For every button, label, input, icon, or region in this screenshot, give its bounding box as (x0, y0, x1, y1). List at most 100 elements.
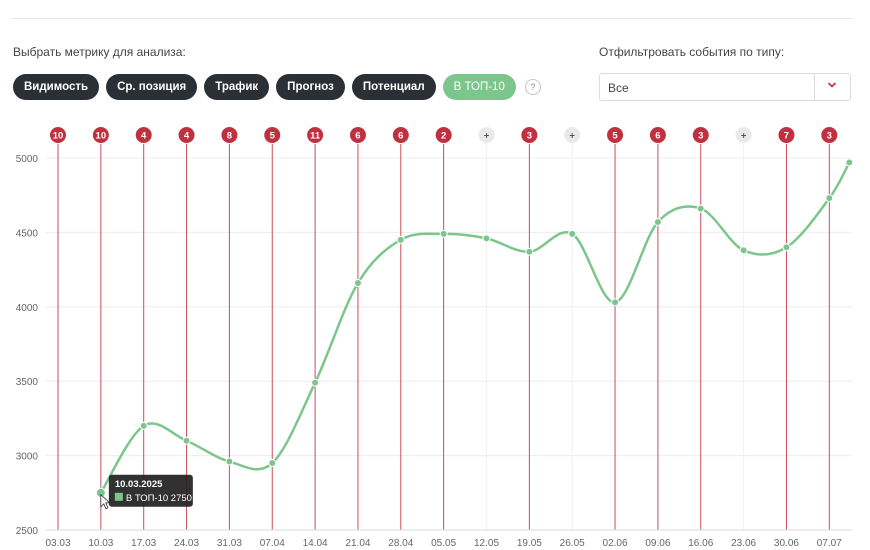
y-tick-label: 3000 (16, 452, 39, 463)
x-tick-label: 23.06 (731, 538, 756, 549)
event-marker-label: 5 (612, 131, 618, 142)
data-point[interactable] (268, 459, 277, 468)
metric-pill-top10[interactable]: В ТОП-10 (442, 74, 516, 100)
data-point[interactable] (182, 436, 191, 445)
event-marker-label: 11 (310, 131, 321, 142)
y-tick-label: 2500 (16, 526, 39, 537)
data-point[interactable] (845, 158, 854, 167)
metric-pill-potential[interactable]: Потенциал (351, 74, 436, 100)
data-point[interactable] (653, 217, 662, 226)
tooltip-value: В ТОП-10 2750 (126, 493, 192, 504)
event-marker[interactable] (435, 127, 452, 143)
x-tick-label: 07.07 (817, 538, 842, 549)
event-marker-label: 3 (698, 131, 703, 142)
event-marker-label: 7 (784, 131, 789, 142)
data-point[interactable] (482, 234, 491, 243)
data-point[interactable] (311, 378, 320, 387)
event-marker[interactable] (692, 127, 709, 143)
event-marker-label: 6 (355, 131, 360, 142)
metric-pill-visibility[interactable]: Видимость (13, 74, 100, 100)
data-point[interactable] (696, 204, 705, 213)
x-tick-label: 30.06 (774, 538, 799, 549)
event-marker[interactable] (349, 127, 366, 143)
event-type-select-value: Все (608, 81, 629, 95)
x-tick-label: 26.05 (560, 538, 585, 549)
event-filter-label: Отфильтровать события по типу: (599, 45, 785, 59)
event-marker-label: 6 (655, 131, 660, 142)
event-marker-label: 3 (527, 131, 532, 142)
x-tick-label: 24.03 (174, 538, 199, 549)
x-tick-label: 19.05 (517, 538, 542, 549)
event-marker-label: + (569, 131, 575, 142)
event-marker[interactable] (92, 127, 109, 143)
event-marker[interactable] (821, 127, 838, 143)
data-point[interactable] (611, 298, 620, 307)
event-marker[interactable] (135, 127, 152, 143)
event-marker-label: 4 (184, 131, 190, 142)
y-tick-label: 4500 (16, 228, 39, 239)
tooltip-legend-swatch (114, 492, 123, 501)
x-tick-label: 07.04 (260, 538, 285, 549)
x-tick-label: 03.03 (45, 538, 70, 549)
data-point[interactable] (139, 421, 148, 430)
metric-pill-traffic[interactable]: Трафик (204, 74, 270, 100)
event-type-select[interactable]: Все (599, 73, 851, 101)
event-marker[interactable] (221, 127, 238, 143)
data-point[interactable] (568, 229, 577, 238)
data-point[interactable] (525, 247, 534, 256)
event-marker-label: 5 (270, 131, 276, 142)
x-tick-label: 14.04 (303, 538, 328, 549)
event-marker-label: 10 (96, 131, 107, 142)
x-tick-label: 05.05 (431, 538, 456, 549)
top-divider (12, 18, 852, 19)
select-divider (814, 74, 815, 100)
event-marker-label: 2 (441, 131, 446, 142)
x-tick-label: 21.04 (345, 538, 370, 549)
event-marker[interactable] (307, 127, 324, 143)
metric-pill-avg-position[interactable]: Ср. позиция (106, 74, 198, 100)
metric-select-label: Выбрать метрику для анализа: (13, 45, 186, 59)
event-marker[interactable] (50, 127, 66, 143)
data-point[interactable] (739, 246, 748, 255)
x-tick-label: 09.06 (645, 538, 670, 549)
x-tick-label: 16.06 (688, 538, 713, 549)
series-line-top10 (99, 161, 851, 494)
event-marker[interactable] (392, 127, 409, 143)
data-point[interactable] (825, 194, 834, 203)
metric-pills: Видимость Ср. позиция Трафик Прогноз Пот… (13, 74, 541, 100)
y-tick-label: 5000 (16, 154, 39, 165)
event-marker-label: + (484, 131, 490, 142)
event-marker-label: 4 (141, 131, 147, 142)
x-tick-label: 12.05 (474, 538, 499, 549)
event-marker[interactable] (564, 127, 581, 143)
data-point[interactable] (782, 243, 791, 252)
event-marker-label: 8 (227, 131, 232, 142)
event-marker[interactable] (178, 127, 195, 143)
data-point[interactable] (353, 278, 362, 287)
tooltip-date: 10.03.2025 (115, 479, 163, 490)
chevron-down-icon[interactable] (826, 79, 838, 91)
event-marker[interactable] (478, 127, 495, 143)
data-point[interactable] (225, 457, 234, 466)
event-marker-label: 6 (398, 131, 403, 142)
event-marker[interactable] (521, 127, 538, 143)
help-icon[interactable]: ? (524, 79, 541, 95)
event-marker[interactable] (735, 127, 752, 143)
x-tick-label: 17.03 (131, 538, 156, 549)
top10-line-chart: 2500 3000 3500 4000 4500 5000 10 10 4 4 8 5 11 6 6 2 +3 +… (16, 127, 854, 549)
event-marker[interactable] (607, 127, 624, 143)
y-tick-label: 3500 (16, 377, 39, 388)
x-tick-label: 02.06 (603, 538, 628, 549)
metric-pill-forecast[interactable]: Прогноз (276, 74, 345, 100)
event-marker[interactable] (264, 127, 281, 143)
data-point[interactable] (396, 235, 405, 244)
event-marker[interactable] (649, 127, 666, 143)
x-tick-label: 10.03 (88, 538, 113, 549)
event-marker-label: + (741, 131, 747, 142)
data-point[interactable] (439, 229, 448, 238)
x-tick-label: 31.03 (217, 538, 242, 549)
event-marker-label: 10 (53, 131, 64, 142)
event-marker[interactable] (778, 127, 795, 143)
y-tick-label: 4000 (16, 303, 39, 314)
event-marker-label: 3 (827, 131, 832, 142)
